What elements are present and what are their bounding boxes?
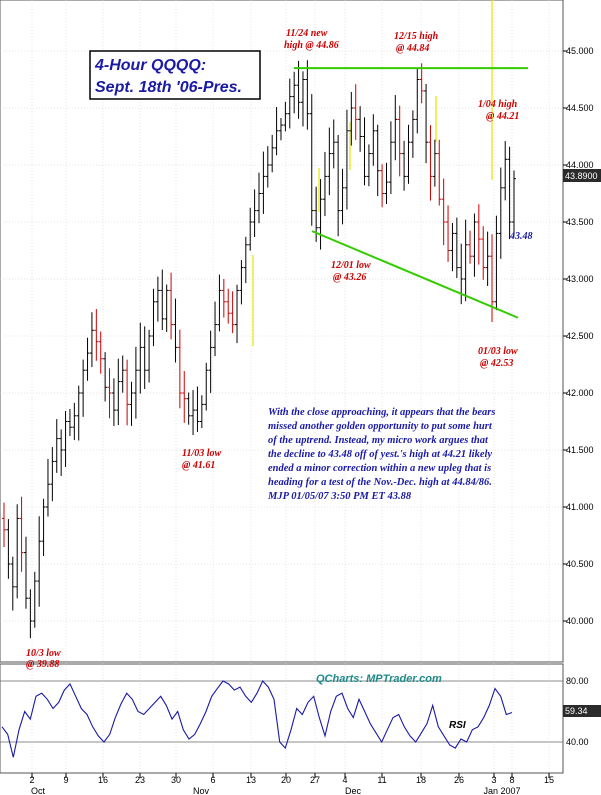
commentary-line: missed another golden opportunity to put… bbox=[268, 421, 493, 432]
annotation-jan03-line1: 01/03 low bbox=[478, 346, 518, 357]
title-box bbox=[89, 50, 261, 100]
commentary-line: With the close approaching, it appears t… bbox=[268, 407, 495, 418]
price-axis-label: 41.500 bbox=[566, 445, 594, 455]
annotation-dec15-line2: @ 44.84 bbox=[396, 43, 429, 54]
rsi-last-label: 59.34 bbox=[565, 706, 588, 716]
date-tick-label: 11 bbox=[377, 775, 386, 785]
month-label: Oct bbox=[31, 786, 46, 795]
annotation-dec15-line1: 12/15 high bbox=[394, 31, 439, 42]
commentary-line: the decline to 43.48 off of yest.'s high… bbox=[268, 449, 492, 460]
last-price-box bbox=[563, 169, 601, 182]
commentary-line: of the uptrend. Instead, my micro work a… bbox=[268, 435, 489, 446]
annotation-nov24-line2: high @ 44.86 bbox=[284, 40, 339, 51]
annotation-nov03-line1: 11/03 low bbox=[182, 448, 222, 459]
annotation-oct3-line1: 10/3 low bbox=[26, 648, 61, 659]
date-tick-label: 8 bbox=[509, 775, 514, 785]
watermark: QCharts: MPTrader.com bbox=[316, 673, 442, 685]
price-axis-label: 45.000 bbox=[566, 46, 594, 56]
date-tick-label: 30 bbox=[171, 775, 181, 785]
price-axis-label: 43.000 bbox=[566, 274, 594, 284]
grid-layer bbox=[0, 0, 563, 773]
date-tick-label: 6 bbox=[210, 775, 215, 785]
annotation-jan03-line2: @ 42.53 bbox=[480, 358, 513, 369]
date-tick-label: 16 bbox=[98, 775, 108, 785]
title-line-1: 4-Hour QQQQ: bbox=[94, 57, 206, 74]
price-axis-label: 40.000 bbox=[566, 616, 594, 626]
price-axis-label: 40.500 bbox=[566, 559, 594, 569]
rsi-axis-label: 80.00 bbox=[566, 676, 589, 686]
month-label: Nov bbox=[193, 786, 210, 795]
month-label: Jan 2007 bbox=[483, 786, 520, 795]
price-bars bbox=[2, 60, 516, 639]
date-tick-label: 27 bbox=[310, 775, 320, 785]
trendlines bbox=[294, 67, 528, 319]
rsi-line bbox=[1, 680, 513, 758]
date-tick-label: 3 bbox=[491, 775, 496, 785]
month-label: Dec bbox=[345, 786, 362, 795]
date-tick-label: 20 bbox=[281, 775, 291, 785]
price-axis-label: 42.500 bbox=[566, 331, 594, 341]
rsi-panel-frame bbox=[0, 663, 564, 774]
price-panel-frame bbox=[0, 0, 564, 663]
price-axis-label: 44.000 bbox=[566, 160, 594, 170]
annotation-4348: 43.48 bbox=[509, 231, 533, 242]
rsi-series bbox=[1, 680, 513, 758]
axis-labels: 45.000 44.500 44.000 43.500 43.000 42.500 42.0… bbox=[29, 46, 593, 795]
date-tick-label: 13 bbox=[246, 775, 256, 785]
support-trendline bbox=[311, 230, 519, 319]
price-axis-label: 44.500 bbox=[566, 103, 594, 113]
annotation-nov03-line2: @ 41.61 bbox=[182, 460, 215, 471]
commentary: With the close approaching, it appears t… bbox=[267, 407, 495, 502]
last-price-label: 43.8900 bbox=[565, 171, 598, 181]
price-axis-label: 41.000 bbox=[566, 502, 594, 512]
date-tick-label: 26 bbox=[454, 775, 464, 785]
annotation-dec01-line1: 12/01 low bbox=[331, 260, 371, 271]
price-axis-label: 43.500 bbox=[566, 217, 594, 227]
annotation-oct3-line2: @ 39.88 bbox=[26, 659, 59, 670]
rsi-last-box bbox=[563, 705, 601, 717]
commentary-line: ended a minor correction within a new up… bbox=[268, 463, 491, 474]
annotation-nov24-line1: 11/24 new bbox=[286, 28, 328, 39]
commentary-line: MJP 01/05/07 3:50 PM ET 43.88 bbox=[267, 491, 412, 502]
date-tick-label: 4 bbox=[342, 775, 347, 785]
title-line-2: Sept. 18th '06-Pres. bbox=[95, 79, 242, 96]
date-tick-label: 9 bbox=[63, 775, 68, 785]
date-tick-label: 15 bbox=[544, 775, 554, 785]
annotation-dec01-line2: @ 43.26 bbox=[333, 272, 366, 283]
annotation-jan4-line2: @ 44.21 bbox=[486, 111, 519, 122]
date-tick-label: 18 bbox=[416, 775, 426, 785]
price-axis-label: 42.000 bbox=[566, 388, 594, 398]
date-tick-label: 2 bbox=[29, 775, 34, 785]
date-tick-label: 23 bbox=[135, 775, 145, 785]
commentary-line: heading for a test of the Nov.-Dec. high… bbox=[268, 477, 492, 488]
marker-layer bbox=[252, 0, 493, 346]
rsi-label: RSI bbox=[449, 720, 466, 731]
rsi-axis-label: 40.00 bbox=[566, 737, 589, 747]
annotation-jan4-line1: 1/04 high bbox=[478, 99, 518, 110]
